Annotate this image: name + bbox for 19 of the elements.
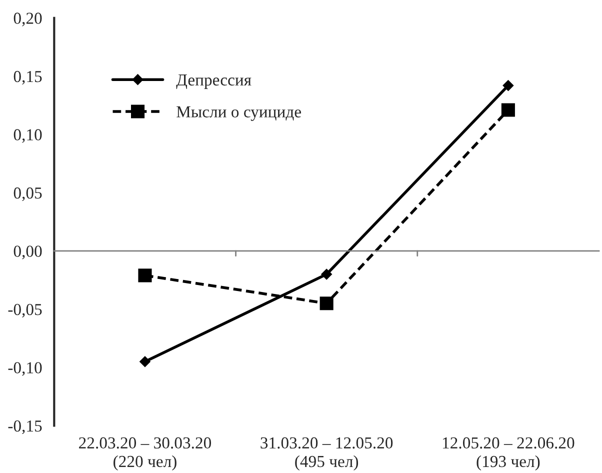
- y-tick-label: 0,05: [14, 187, 42, 202]
- y-tick-label: 0,20: [14, 12, 42, 26]
- x-tick-label: 22.03.20 – 30.03.20 (220 чел): [79, 437, 212, 471]
- y-tick-label: -0,15: [8, 420, 42, 434]
- legend-label: Депрессия: [176, 74, 252, 89]
- y-tick-label: -0,10: [8, 362, 42, 376]
- point: [321, 268, 332, 280]
- y-tick-label: 0,00: [14, 246, 42, 260]
- y-tick-label: 0,10: [14, 129, 42, 143]
- point: [140, 356, 150, 368]
- legend-label: Мысли о суициде: [176, 106, 301, 121]
- point: [320, 296, 334, 310]
- y-tick-label: 0,15: [14, 70, 42, 85]
- x-tick-label: 12.05.20 – 22.06.20 (193 чел): [442, 437, 574, 471]
- point: [501, 103, 515, 117]
- x-tick-label: 31.03.20 – 12.05.20 (495 чел): [260, 437, 393, 471]
- point: [138, 268, 152, 282]
- point: [502, 80, 514, 91]
- y-tick-label: -0,05: [8, 304, 42, 318]
